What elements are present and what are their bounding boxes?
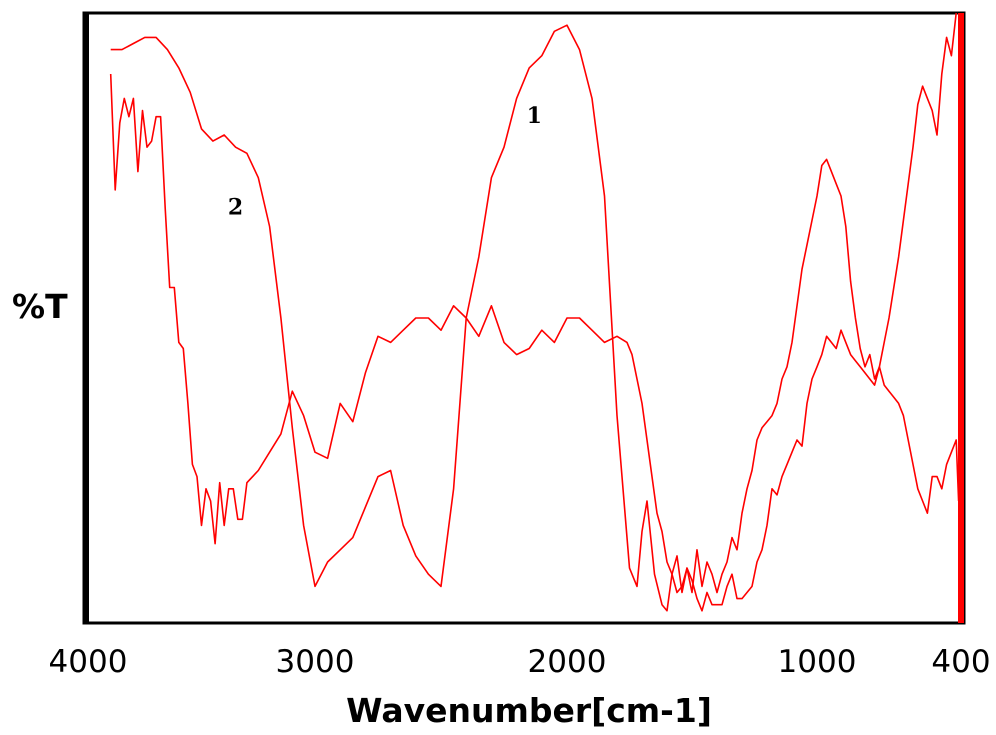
x-tick-labels: 4000 3000 2000 1000 400 (49, 644, 991, 680)
x-tick-label: 4000 (49, 644, 128, 680)
curve-tags: 12 (228, 103, 542, 221)
curve-label-2: 2 (228, 194, 243, 220)
x-tick-label: 3000 (276, 644, 355, 680)
x-tick-label: 400 (931, 644, 990, 680)
curve-label-1: 1 (527, 103, 542, 129)
plot-frame (82, 11, 966, 625)
y-axis-label: %T (12, 287, 68, 326)
spectrum-curve-1 (110, 12, 957, 612)
left-axis-bar (84, 13, 89, 623)
spectrum-curve-2 (109, 73, 960, 594)
curves (109, 12, 960, 612)
x-axis-label: Wavenumber[cm-1] (346, 691, 712, 730)
x-tick-label: 2000 (528, 644, 607, 680)
x-tick-label: 1000 (778, 644, 857, 680)
right-edge-bar (958, 13, 964, 623)
